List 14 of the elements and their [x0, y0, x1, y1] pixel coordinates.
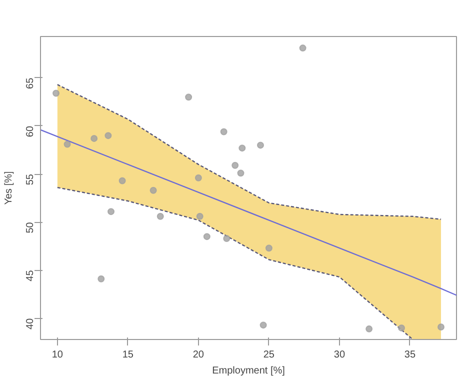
- x-tick-label: 10: [52, 350, 64, 360]
- x-tick-label: 30: [334, 350, 346, 360]
- y-tick-label: 65: [25, 77, 36, 89]
- x-tick-label: 25: [263, 350, 275, 360]
- y-tick-label: 50: [25, 222, 36, 234]
- x-tick-label: 35: [404, 350, 416, 360]
- x-axis-title: Employment [%]: [212, 366, 286, 376]
- y-tick-label: 55: [25, 174, 36, 186]
- x-tick-label: 20: [192, 350, 204, 360]
- y-tick-label: 40: [25, 318, 36, 330]
- y-tick-label: 45: [25, 270, 36, 282]
- x-tick-label: 15: [122, 350, 134, 360]
- y-tick-label: 60: [25, 126, 36, 138]
- y-axis-title: Yes [%]: [4, 171, 14, 205]
